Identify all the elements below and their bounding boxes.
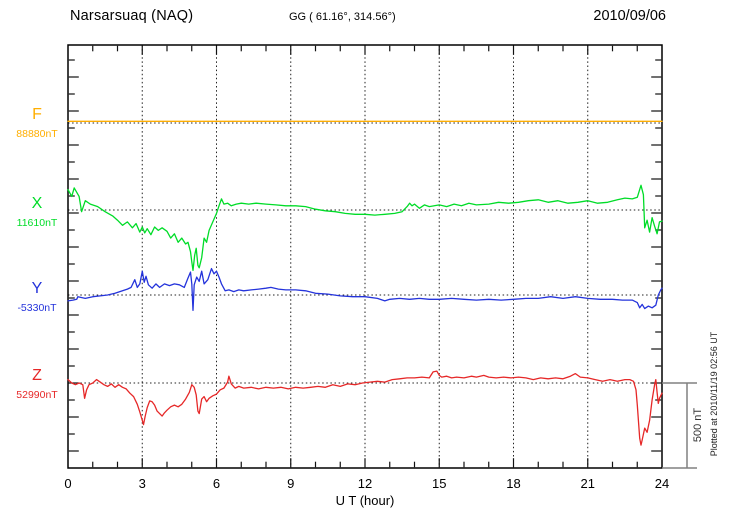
x-tick-label: 0 [64, 476, 72, 491]
x-tick-label: 21 [580, 476, 595, 491]
trace-z [67, 370, 663, 446]
plot-frame [67, 44, 663, 469]
plot-date: 2010/09/06 [593, 8, 666, 24]
trace-y [67, 267, 663, 311]
x-tick-label: 3 [138, 476, 146, 491]
x-tick-label: 15 [432, 476, 447, 491]
series-y-label: Y -5330nT [6, 281, 68, 314]
station-title: Narsarsuaq (NAQ) [70, 8, 194, 24]
geographic-coordinates: GG ( 61.16°, 314.56°) [289, 11, 396, 23]
series-z-baseline-value: 52990nT [16, 389, 58, 401]
series-x-label: X 11610nT [6, 196, 68, 229]
x-tick-label: 9 [287, 476, 295, 491]
series-f-baseline-value: 88880nT [16, 128, 58, 140]
x-tick-label: 24 [654, 476, 670, 491]
x-axis-label: U T (hour) [335, 493, 395, 508]
series-y-letter: Y [31, 280, 43, 297]
x-tick-label: 12 [357, 476, 373, 491]
plotted-at-note: Plotted at 2010/11/19 02:56 UT [709, 331, 719, 457]
series-x-baseline-value: 11610nT [16, 217, 58, 229]
trace-x [67, 184, 663, 272]
x-tick-label: 18 [506, 476, 521, 491]
series-z-label: Z 52990nT [6, 368, 68, 401]
series-f-label: F 88880nT [6, 107, 68, 140]
series-z-letter: Z [32, 367, 42, 384]
series-x-letter: X [31, 195, 43, 212]
series-y-baseline-value: -5330nT [17, 302, 57, 314]
x-tick-label: 6 [212, 476, 221, 491]
series-f-letter: F [32, 106, 42, 123]
scale-bar-label: 500 nT [692, 407, 704, 443]
